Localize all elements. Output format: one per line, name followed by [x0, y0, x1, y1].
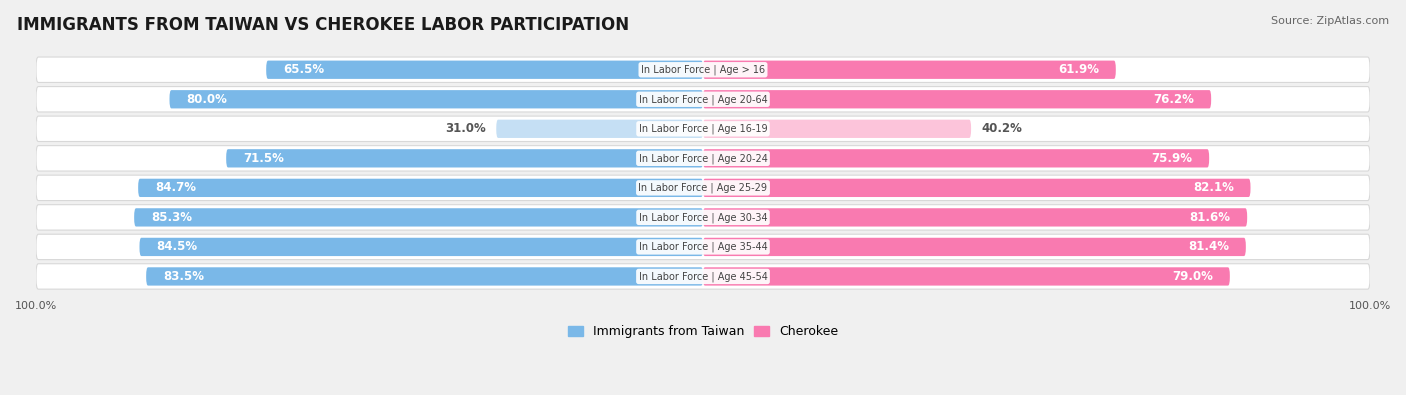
FancyBboxPatch shape — [496, 120, 703, 138]
Legend: Immigrants from Taiwan, Cherokee: Immigrants from Taiwan, Cherokee — [562, 320, 844, 343]
Text: 81.6%: 81.6% — [1189, 211, 1230, 224]
Text: 79.0%: 79.0% — [1173, 270, 1213, 283]
Text: 76.2%: 76.2% — [1153, 93, 1195, 106]
FancyBboxPatch shape — [170, 90, 703, 108]
Text: 84.5%: 84.5% — [156, 241, 197, 254]
FancyBboxPatch shape — [37, 175, 1369, 201]
FancyBboxPatch shape — [146, 267, 703, 286]
Text: 84.7%: 84.7% — [155, 181, 195, 194]
FancyBboxPatch shape — [37, 264, 1369, 289]
Text: In Labor Force | Age 30-34: In Labor Force | Age 30-34 — [638, 212, 768, 223]
Text: 65.5%: 65.5% — [283, 63, 323, 76]
Text: 83.5%: 83.5% — [163, 270, 204, 283]
FancyBboxPatch shape — [139, 238, 703, 256]
Text: In Labor Force | Age 20-24: In Labor Force | Age 20-24 — [638, 153, 768, 164]
FancyBboxPatch shape — [37, 116, 1369, 141]
Text: 82.1%: 82.1% — [1192, 181, 1234, 194]
FancyBboxPatch shape — [138, 179, 703, 197]
FancyBboxPatch shape — [37, 146, 1369, 171]
Text: 71.5%: 71.5% — [243, 152, 284, 165]
Text: In Labor Force | Age 25-29: In Labor Force | Age 25-29 — [638, 182, 768, 193]
Text: IMMIGRANTS FROM TAIWAN VS CHEROKEE LABOR PARTICIPATION: IMMIGRANTS FROM TAIWAN VS CHEROKEE LABOR… — [17, 16, 628, 34]
FancyBboxPatch shape — [703, 60, 1116, 79]
FancyBboxPatch shape — [37, 205, 1369, 230]
FancyBboxPatch shape — [703, 238, 1246, 256]
Text: 80.0%: 80.0% — [186, 93, 226, 106]
FancyBboxPatch shape — [37, 234, 1369, 260]
Text: In Labor Force | Age 35-44: In Labor Force | Age 35-44 — [638, 242, 768, 252]
FancyBboxPatch shape — [703, 179, 1250, 197]
Text: In Labor Force | Age 45-54: In Labor Force | Age 45-54 — [638, 271, 768, 282]
Text: In Labor Force | Age 16-19: In Labor Force | Age 16-19 — [638, 124, 768, 134]
Text: In Labor Force | Age 20-64: In Labor Force | Age 20-64 — [638, 94, 768, 105]
FancyBboxPatch shape — [703, 208, 1247, 227]
FancyBboxPatch shape — [226, 149, 703, 167]
FancyBboxPatch shape — [266, 60, 703, 79]
FancyBboxPatch shape — [37, 57, 1369, 83]
Text: 31.0%: 31.0% — [446, 122, 486, 135]
FancyBboxPatch shape — [703, 120, 972, 138]
Text: Source: ZipAtlas.com: Source: ZipAtlas.com — [1271, 16, 1389, 26]
FancyBboxPatch shape — [703, 90, 1211, 108]
FancyBboxPatch shape — [703, 267, 1230, 286]
FancyBboxPatch shape — [703, 149, 1209, 167]
Text: In Labor Force | Age > 16: In Labor Force | Age > 16 — [641, 64, 765, 75]
Text: 85.3%: 85.3% — [150, 211, 191, 224]
Text: 81.4%: 81.4% — [1188, 241, 1229, 254]
Text: 75.9%: 75.9% — [1152, 152, 1192, 165]
FancyBboxPatch shape — [134, 208, 703, 227]
Text: 40.2%: 40.2% — [981, 122, 1022, 135]
FancyBboxPatch shape — [37, 87, 1369, 112]
Text: 61.9%: 61.9% — [1059, 63, 1099, 76]
